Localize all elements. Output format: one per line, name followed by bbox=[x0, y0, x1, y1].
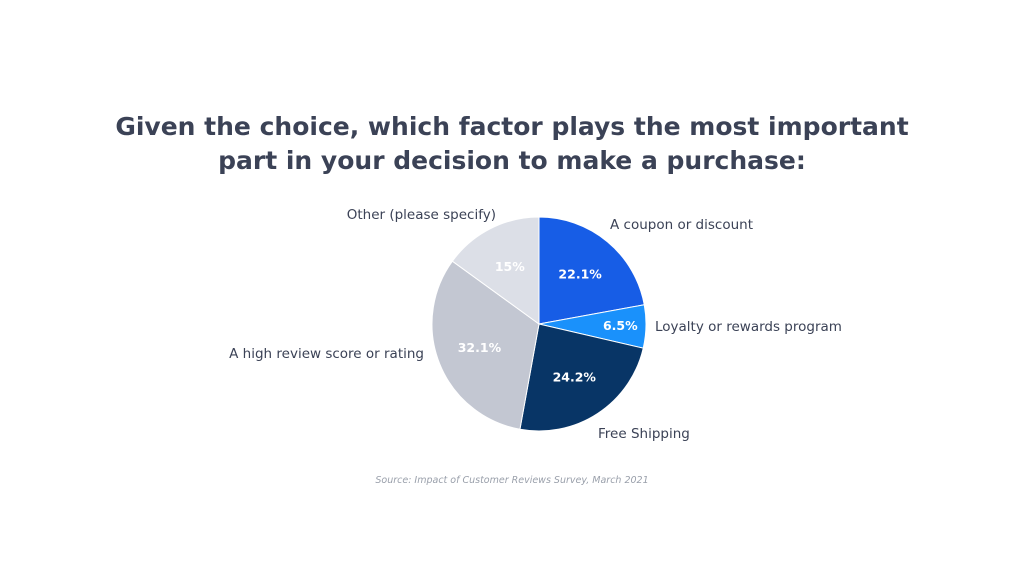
pie-slice-3 bbox=[519, 323, 644, 432]
chart-title: Given the choice, which factor plays the… bbox=[0, 110, 1024, 178]
slice-category-label-5: Other (please specify) bbox=[347, 207, 496, 223]
source-note: Source: Impact of Customer Reviews Surve… bbox=[375, 475, 649, 486]
slice-value-label-5: 15% bbox=[495, 259, 525, 274]
pie-slice-4 bbox=[431, 260, 540, 430]
slice-category-label-4: A high review score or rating bbox=[229, 346, 424, 362]
chart-title-line-2: part in your decision to make a purchase… bbox=[218, 146, 806, 175]
slice-category-label-3: Free Shipping bbox=[598, 426, 690, 442]
slice-value-label-4: 32.1% bbox=[458, 340, 502, 355]
pie-slice-1 bbox=[538, 216, 645, 325]
slice-category-label-1: A coupon or discount bbox=[610, 217, 753, 233]
chart-title-line-1: Given the choice, which factor plays the… bbox=[115, 112, 909, 141]
slice-value-label-3: 24.2% bbox=[553, 370, 597, 385]
slice-category-label-2: Loyalty or rewards program bbox=[655, 319, 842, 335]
slice-value-label-1: 22.1% bbox=[558, 267, 602, 282]
pie-slice-5 bbox=[451, 216, 540, 325]
slice-value-label-2: 6.5% bbox=[603, 318, 638, 333]
